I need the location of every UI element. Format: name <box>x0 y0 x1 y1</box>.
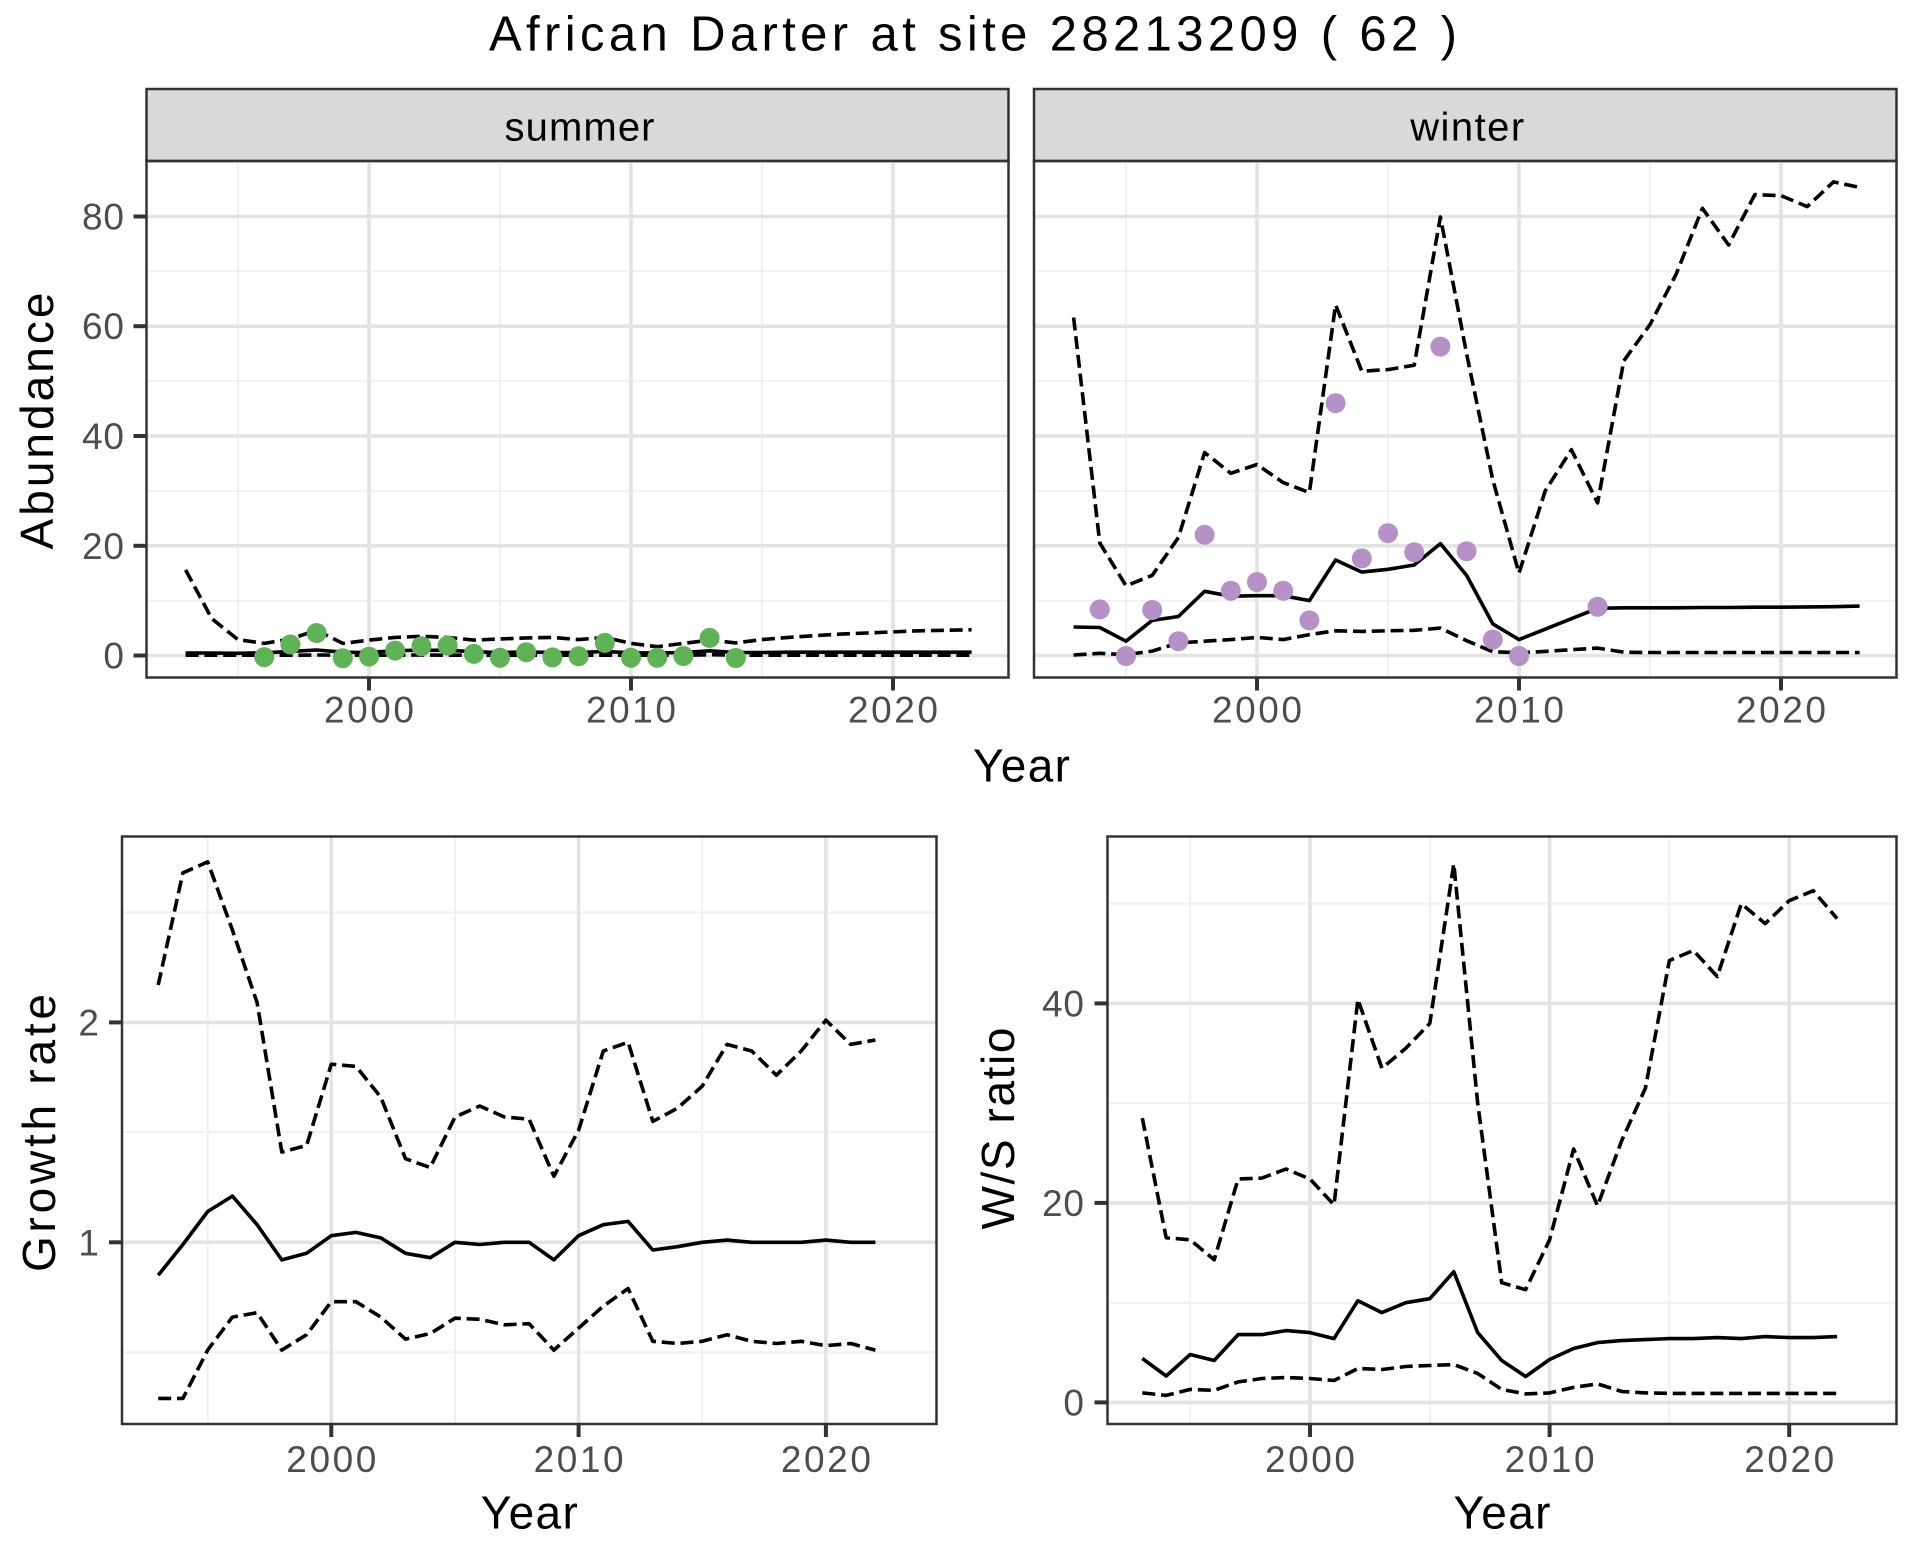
svg-text:Year: Year <box>973 740 1070 792</box>
svg-text:winter: winter <box>1409 106 1524 150</box>
svg-text:20: 20 <box>82 526 124 567</box>
svg-text:0: 0 <box>1063 1382 1084 1423</box>
svg-text:20: 20 <box>1042 1183 1084 1224</box>
svg-text:60: 60 <box>82 306 124 347</box>
svg-text:80: 80 <box>82 197 124 238</box>
svg-text:W/S ratio: W/S ratio <box>972 1028 1024 1230</box>
svg-text:Year: Year <box>481 1487 578 1539</box>
svg-text:40: 40 <box>1042 983 1084 1024</box>
svg-text:African Darter at site 2821320: African Darter at site 28213209 ( 62 ) <box>489 8 1457 62</box>
svg-text:2: 2 <box>78 1002 99 1043</box>
svg-text:summer: summer <box>505 106 655 150</box>
svg-text:Abundance: Abundance <box>11 293 63 550</box>
svg-text:Year: Year <box>1454 1487 1551 1539</box>
svg-text:1: 1 <box>78 1222 99 1263</box>
svg-text:0: 0 <box>103 636 124 677</box>
svg-text:40: 40 <box>82 416 124 457</box>
